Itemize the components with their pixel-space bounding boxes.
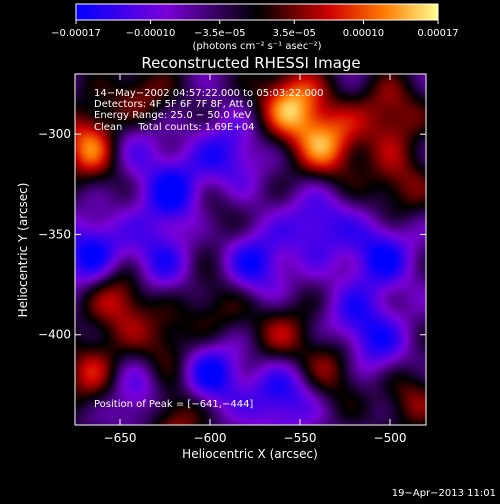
plot-frame [74, 73, 427, 426]
colorbar [75, 3, 439, 21]
y-tick-label: −350 [38, 227, 71, 241]
y-tick-label: −400 [38, 328, 71, 342]
x-tick-label: −550 [284, 431, 317, 445]
y-tick-label: −300 [38, 127, 71, 141]
heatmap-image [75, 74, 426, 425]
x-tick-label: −650 [104, 431, 137, 445]
plot-area [74, 73, 427, 426]
annotation-time-range: 14−May−2002 04:57:22.000 to 05:03:22.000 [94, 88, 324, 99]
colorbar-tick-label: 3.5e−05 [273, 28, 316, 39]
timestamp: 19−Apr−2013 11:01 [392, 488, 496, 499]
x-axis-label: Heliocentric X (arcsec) [182, 447, 318, 461]
y-axis-ticks: −400 −350 −300 [38, 127, 426, 342]
peak-position-label: Position of Peak = [−641,−444] [94, 399, 253, 410]
y-axis-label: Heliocentric Y (arcsec) [16, 183, 30, 318]
x-axis-ticks: −650 −600 −550 −500 [104, 74, 407, 445]
colorbar-tick-label: −3.5e−05 [194, 28, 246, 39]
colorbar-tick-label: 0.00017 [417, 28, 458, 39]
colorbar-unit-label: (photons cm⁻² s⁻¹ asec⁻²) [192, 41, 321, 52]
colorbar-tick-label: −0.00010 [126, 28, 176, 39]
x-tick-label: −500 [374, 431, 407, 445]
x-tick-label: −600 [194, 431, 227, 445]
colorbar-tick-label: 0.00010 [343, 28, 384, 39]
annotation-energy-range: Energy Range: 25.0 − 50.0 keV [94, 110, 251, 121]
chart-title: Reconstructed RHESSI Image [141, 54, 360, 72]
colorbar-ticks: −0.00017 −0.00010 −3.5e−05 3.5e−05 0.00010 0.… [51, 20, 459, 39]
annotation-detectors: Detectors: 4F 5F 6F 7F 8F, Att 0 [94, 99, 253, 110]
annotation-clean-counts: Clean Total counts: 1.69E+04 [94, 122, 254, 133]
colorbar-tick-label: −0.00017 [51, 28, 101, 39]
